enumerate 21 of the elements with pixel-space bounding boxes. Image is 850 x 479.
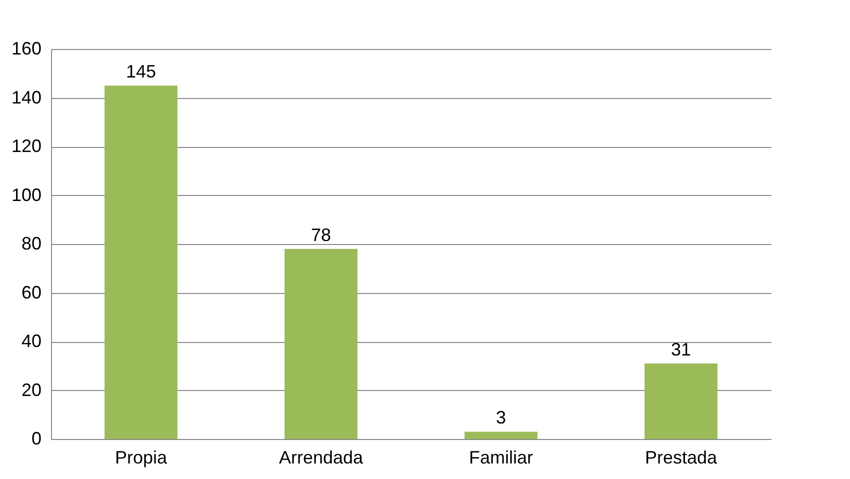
y-tick-label: 140 [11, 87, 42, 108]
y-tick-label: 80 [21, 234, 42, 254]
bar [104, 86, 178, 439]
x-tick-label: Prestada [644, 448, 718, 468]
x-tick-label: Familiar [468, 448, 534, 468]
data-label: 31 [670, 339, 692, 360]
x-tick-label: Propia [114, 448, 168, 468]
y-tick-label: 20 [21, 380, 42, 400]
data-label: 145 [126, 62, 156, 82]
data-label: 78 [310, 224, 332, 245]
y-tick-label: 0 [31, 428, 42, 448]
y-tick-label: 60 [21, 282, 42, 302]
bar [644, 363, 718, 439]
y-tick-label: 40 [21, 331, 42, 351]
bar [284, 248, 358, 439]
y-tick-label: 160 [11, 38, 42, 58]
y-tick-label: 120 [11, 136, 42, 156]
x-tick-label: Arrendada [278, 448, 364, 468]
y-tick-label: 100 [11, 184, 42, 205]
data-label: 3 [496, 408, 506, 428]
bar [464, 432, 538, 439]
